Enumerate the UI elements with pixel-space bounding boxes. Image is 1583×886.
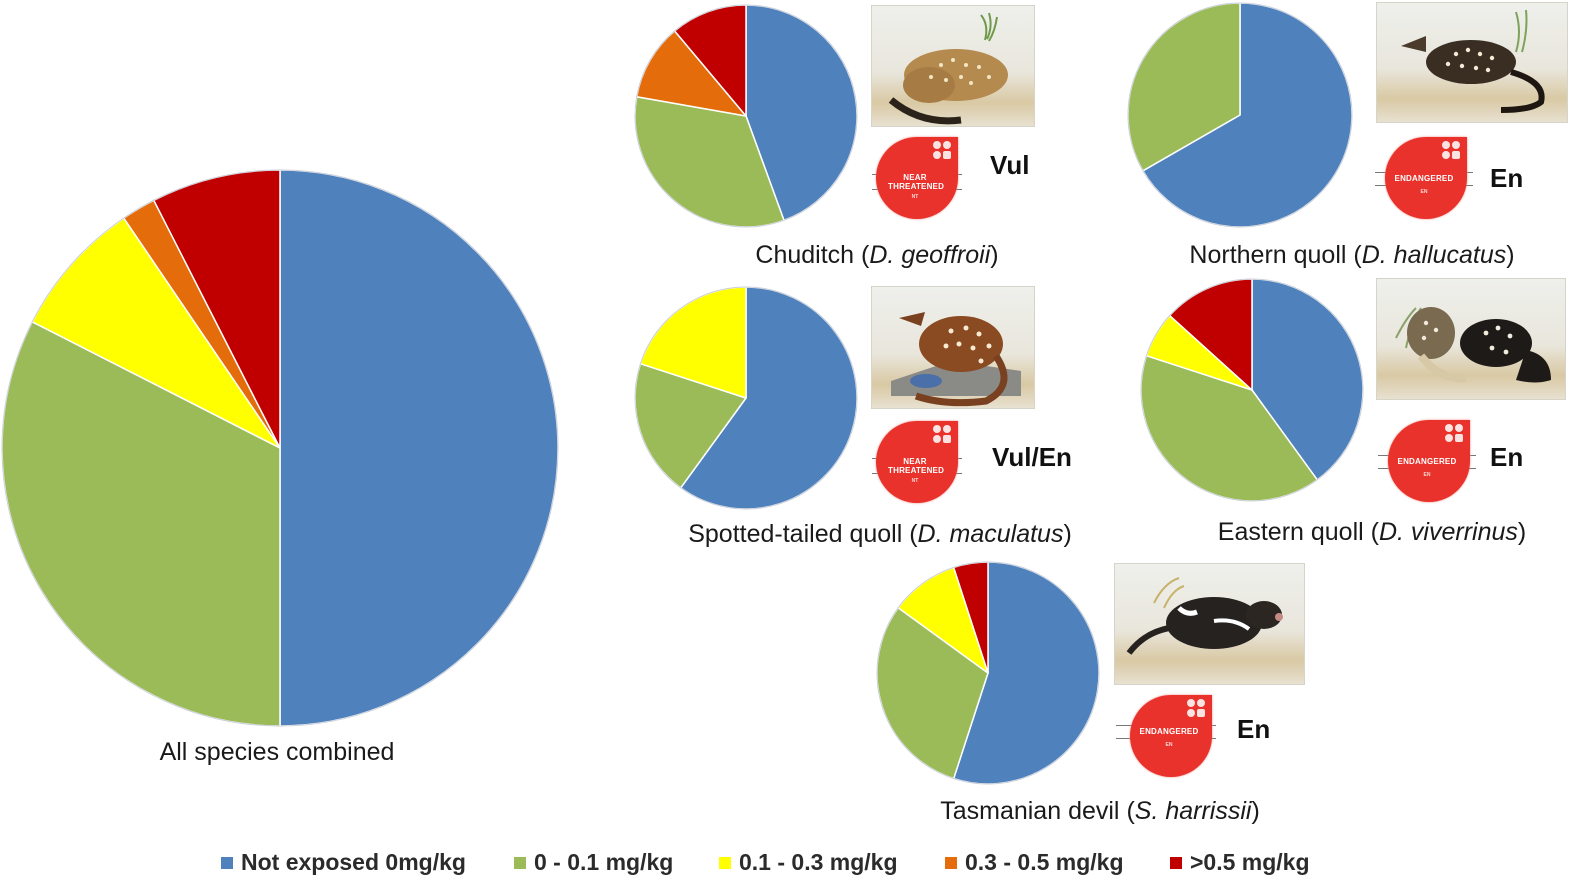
iucn-red-list-badge-icon <box>1385 137 1467 219</box>
legend-swatch <box>719 856 731 869</box>
iucn-badge-northern-quoll: ENDANGERED EN <box>1375 137 1473 221</box>
pie-chuditch: Not exposed 0mg/kg: 44.4%0 - 0.1 mg/kg: … <box>634 4 858 228</box>
legend-item-not-exposed: Not exposed 0mg/kg <box>221 851 466 874</box>
status-chuditch: Vul <box>990 150 1030 180</box>
legend-swatch <box>945 856 957 869</box>
legend-item-over-0.5: >0.5 mg/kg <box>1170 851 1310 874</box>
iucn-code: EN <box>1420 189 1428 195</box>
tasmanian-devil-illustration <box>1114 563 1305 685</box>
label-chuditch: Chuditch (D. geoffroii) <box>755 241 999 269</box>
pie-slice-devil-1: Not exposed 0mg/kg: 55% <box>952 561 1100 785</box>
legend: Not exposed 0mg/kg 0 - 0.1 mg/kg 0.1 - 0… <box>0 851 1583 881</box>
iucn-category: ENDANGERED <box>1394 174 1454 183</box>
iucn-badge-eastern-quoll: ENDANGERED EN <box>1378 420 1476 504</box>
iucn-red-list-badge-icon <box>1130 695 1212 777</box>
spotted-tailed-quoll-illustration <box>871 286 1035 409</box>
pie-outline-northern <box>1127 2 1353 228</box>
iucn-code: EN <box>1423 472 1431 478</box>
pie-slice-eastern-2: 0 - 0.1 mg/kg: 40% <box>1140 354 1318 502</box>
label-spotted-tailed-quoll: Spotted-tailed quoll (D. maculatus) <box>688 520 1072 548</box>
pie-slice-all-1: Not exposed 0mg/kg: 50% <box>279 169 559 727</box>
pie-slice-spotted-2: 0 - 0.1 mg/kg: 20% <box>634 362 747 489</box>
label-all-species: All species combined <box>159 738 395 766</box>
pie-slice-all-3: 0.1 - 0.3 mg/kg: 8% <box>31 217 281 449</box>
pie-eastern: Not exposed 0mg/kg: 40%0 - 0.1 mg/kg: 40… <box>1140 278 1364 502</box>
label-tasmanian-devil: Tasmanian devil (S. harrissii) <box>940 797 1260 825</box>
pie-slice-eastern-1: Not exposed 0mg/kg: 40% <box>1251 278 1364 481</box>
label-eastern-quoll: Eastern quoll (D. viverrinus) <box>1217 518 1527 546</box>
label-northern-quoll: Northern quoll (D. hallucatus) <box>1189 241 1515 269</box>
pie-outline-chuditch <box>634 4 858 228</box>
legend-swatch <box>1170 856 1182 869</box>
pie-slice-chuditch-5: >0.5 mg/kg: 11.1% <box>673 4 747 117</box>
iucn-badge-chuditch: NEAR THREATENED NT <box>872 137 962 221</box>
red-list-logo-icon <box>1187 699 1207 719</box>
pie-slice-devil-2: 0 - 0.1 mg/kg: 30% <box>876 607 989 780</box>
iucn-badge-tasmanian-devil: ENDANGERED EN <box>1116 695 1216 779</box>
pie-slice-northern-2: 0 - 0.1 mg/kg: 33.3% <box>1127 2 1241 172</box>
chuditch-illustration <box>871 5 1035 127</box>
iucn-category: NEAR THREATENED <box>888 457 945 475</box>
pie-slice-chuditch-1: Not exposed 0mg/kg: 44.4% <box>745 4 858 222</box>
iucn-category: NEAR THREATENED <box>888 173 945 191</box>
pie-slice-devil-5: >0.5 mg/kg: 5% <box>952 561 989 674</box>
iucn-category: ENDANGERED <box>1139 727 1199 736</box>
legend-item-0.3-0.5: 0.3 - 0.5 mg/kg <box>945 851 1124 874</box>
pie-devil: Not exposed 0mg/kg: 55%0 - 0.1 mg/kg: 30… <box>876 561 1100 785</box>
pie-outline-all <box>1 169 559 727</box>
pie-outline-spotted <box>634 286 858 510</box>
pie-spotted: Not exposed 0mg/kg: 60%0 - 0.1 mg/kg: 20… <box>634 286 858 510</box>
red-list-logo-icon <box>933 141 953 161</box>
legend-swatch <box>221 856 233 869</box>
status-northern-quoll: En <box>1490 163 1524 193</box>
legend-item-0-0.1: 0 - 0.1 mg/kg <box>514 851 673 874</box>
status-eastern-quoll: En <box>1490 442 1524 472</box>
iucn-badge-spotted-tailed-quoll: NEAR THREATENED NT <box>872 421 962 505</box>
pie-slice-eastern-5: >0.5 mg/kg: 13.3% <box>1168 278 1253 391</box>
iucn-red-list-badge-icon <box>1388 420 1470 502</box>
pie-slice-spotted-3: 0.1 - 0.3 mg/kg: 20% <box>639 286 747 399</box>
pie-slice-all-2: 0 - 0.1 mg/kg: 32.5% <box>1 321 281 727</box>
pie-outline-devil <box>876 561 1100 785</box>
pie-slice-northern-1: Not exposed 0mg/kg: 66.7% <box>1142 2 1353 228</box>
quoll-illustration-icon <box>1395 307 1551 383</box>
pie-slice-spotted-1: Not exposed 0mg/kg: 60% <box>680 286 858 510</box>
red-list-logo-icon <box>1445 424 1465 444</box>
pie-slice-chuditch-4: 0.3 - 0.5 mg/kg: 11.1% <box>635 30 747 117</box>
eastern-quoll-illustration <box>1376 278 1566 400</box>
quoll-illustration-icon <box>1401 9 1545 113</box>
quoll-illustration-icon <box>888 12 1008 125</box>
red-list-logo-icon <box>933 425 953 445</box>
devil-illustration-icon <box>1126 577 1283 655</box>
pie-slice-chuditch-2: 0 - 0.1 mg/kg: 33.3% <box>634 95 785 228</box>
pie-outline-eastern <box>1140 278 1364 502</box>
iucn-code: EN <box>1165 742 1173 748</box>
iucn-red-list-badge-icon <box>876 421 958 503</box>
status-spotted-tailed-quoll: Vul/En <box>992 442 1072 472</box>
iucn-code: NT <box>911 194 919 200</box>
red-list-logo-icon <box>1442 141 1462 161</box>
iucn-red-list-badge-icon <box>876 137 958 219</box>
pie-northern: Not exposed 0mg/kg: 66.7%0 - 0.1 mg/kg: … <box>1127 2 1353 228</box>
quoll-illustration-icon <box>891 312 1021 407</box>
northern-quoll-illustration <box>1376 2 1568 123</box>
status-tasmanian-devil: En <box>1237 714 1271 744</box>
pie-all: Not exposed 0mg/kg: 50%0 - 0.1 mg/kg: 32… <box>1 169 559 727</box>
pie-slice-all-5: >0.5 mg/kg: 7.5% <box>153 169 281 449</box>
iucn-code: NT <box>911 478 919 484</box>
iucn-category: ENDANGERED <box>1397 457 1457 466</box>
legend-item-0.1-0.3: 0.1 - 0.3 mg/kg <box>719 851 898 874</box>
legend-swatch <box>514 856 526 869</box>
